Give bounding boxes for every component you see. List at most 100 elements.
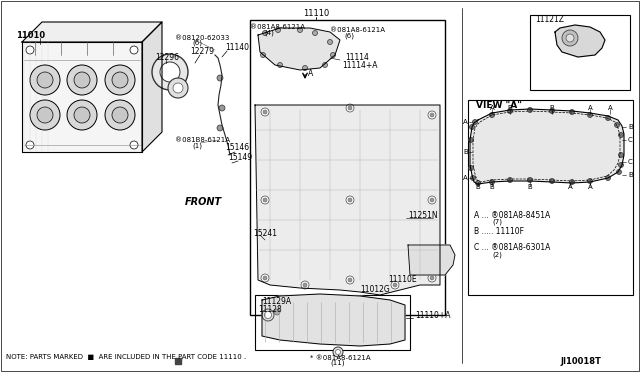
Text: 15146: 15146 <box>225 144 249 153</box>
Circle shape <box>430 198 434 202</box>
Circle shape <box>303 283 307 287</box>
Circle shape <box>490 180 495 185</box>
Circle shape <box>393 283 397 287</box>
Circle shape <box>348 106 352 110</box>
Text: B: B <box>490 184 494 190</box>
Text: B: B <box>508 105 513 111</box>
Text: 15149: 15149 <box>228 154 252 163</box>
Circle shape <box>616 170 621 174</box>
Circle shape <box>472 119 477 125</box>
Circle shape <box>30 65 60 95</box>
Circle shape <box>74 107 90 123</box>
Text: 15241: 15241 <box>253 228 277 237</box>
Text: A: A <box>568 184 572 190</box>
Circle shape <box>303 65 307 71</box>
Circle shape <box>333 347 343 357</box>
Text: A ... ®081A8-8451A: A ... ®081A8-8451A <box>474 211 550 219</box>
Circle shape <box>219 105 225 111</box>
Circle shape <box>468 166 474 170</box>
Text: (1): (1) <box>192 143 202 149</box>
Circle shape <box>508 109 513 113</box>
Text: JI10018T: JI10018T <box>560 357 601 366</box>
Text: ®08120-62033: ®08120-62033 <box>175 35 229 41</box>
Text: NOTE: PARTS MARKED  ■  ARE INCLUDED IN THE PART CODE 11110 .: NOTE: PARTS MARKED ■ ARE INCLUDED IN THE… <box>6 354 246 360</box>
Circle shape <box>346 104 354 112</box>
Polygon shape <box>22 42 142 152</box>
Bar <box>530 15 630 90</box>
Polygon shape <box>142 22 162 152</box>
Text: 11110: 11110 <box>303 10 329 19</box>
Circle shape <box>74 72 90 88</box>
Circle shape <box>130 141 138 149</box>
Circle shape <box>323 62 328 67</box>
Circle shape <box>490 112 495 118</box>
Circle shape <box>476 180 481 186</box>
Text: 11129A: 11129A <box>262 298 291 307</box>
Text: B: B <box>550 105 554 111</box>
Text: B: B <box>628 124 633 130</box>
Text: C ... ®081A8-6301A: C ... ®081A8-6301A <box>474 244 550 253</box>
Circle shape <box>298 28 303 32</box>
Polygon shape <box>258 28 340 70</box>
Circle shape <box>37 107 53 123</box>
Text: 11251N: 11251N <box>408 211 438 219</box>
Circle shape <box>152 54 188 90</box>
Circle shape <box>261 108 269 116</box>
Circle shape <box>335 350 340 355</box>
Circle shape <box>264 311 271 318</box>
Text: A: A <box>588 105 593 111</box>
Circle shape <box>470 176 476 180</box>
Circle shape <box>217 75 223 81</box>
Text: 12279: 12279 <box>190 48 214 57</box>
Circle shape <box>527 108 532 112</box>
Circle shape <box>614 122 620 128</box>
Polygon shape <box>470 109 624 184</box>
Circle shape <box>26 46 34 54</box>
Circle shape <box>160 62 180 82</box>
Circle shape <box>330 52 335 58</box>
Text: 11110+A: 11110+A <box>415 311 451 320</box>
Circle shape <box>430 113 434 117</box>
Circle shape <box>508 177 513 183</box>
Text: (4): (4) <box>264 30 274 36</box>
Circle shape <box>217 125 223 131</box>
Circle shape <box>261 196 269 204</box>
Text: A: A <box>463 119 468 125</box>
Circle shape <box>130 46 138 54</box>
Text: B: B <box>527 184 532 190</box>
Circle shape <box>346 196 354 204</box>
Text: 11140: 11140 <box>225 44 249 52</box>
Text: (6): (6) <box>192 40 202 46</box>
Circle shape <box>30 100 60 130</box>
Circle shape <box>618 153 623 157</box>
Text: B: B <box>463 149 468 155</box>
Text: 11114: 11114 <box>345 54 369 62</box>
Text: * ®081A8-6121A: * ®081A8-6121A <box>310 355 371 361</box>
Text: 11012G: 11012G <box>360 285 390 295</box>
Circle shape <box>263 198 267 202</box>
Circle shape <box>527 177 532 183</box>
Text: B: B <box>476 184 481 190</box>
Text: (7): (7) <box>492 219 502 225</box>
Circle shape <box>312 31 317 35</box>
Text: ®081A8-6121A: ®081A8-6121A <box>330 27 385 33</box>
Circle shape <box>260 52 266 58</box>
Text: FRONT: FRONT <box>185 197 222 207</box>
Text: A: A <box>490 105 494 111</box>
Text: (2): (2) <box>492 252 502 258</box>
Circle shape <box>37 72 53 88</box>
Text: 11114+A: 11114+A <box>342 61 378 70</box>
Circle shape <box>550 109 554 113</box>
Circle shape <box>67 100 97 130</box>
Circle shape <box>105 100 135 130</box>
Circle shape <box>105 65 135 95</box>
Polygon shape <box>255 105 440 295</box>
Circle shape <box>470 125 474 129</box>
Circle shape <box>468 138 474 142</box>
Circle shape <box>346 276 354 284</box>
Circle shape <box>262 31 268 35</box>
Circle shape <box>261 274 269 282</box>
Circle shape <box>428 111 436 119</box>
Text: B ..... 11110F: B ..... 11110F <box>474 228 524 237</box>
Text: C: C <box>628 159 633 165</box>
